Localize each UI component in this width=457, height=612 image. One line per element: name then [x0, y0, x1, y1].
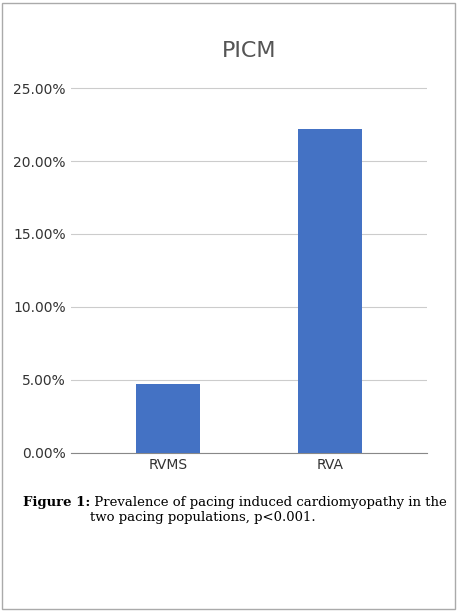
Text: Prevalence of pacing induced cardiomyopathy in the two pacing populations, p<0.0: Prevalence of pacing induced cardiomyopa… [90, 496, 447, 524]
Bar [136, 384, 201, 453]
Text: Figure 1:: Figure 1: [23, 496, 90, 509]
Bar [298, 129, 362, 453]
Title: PICM: PICM [222, 41, 276, 61]
